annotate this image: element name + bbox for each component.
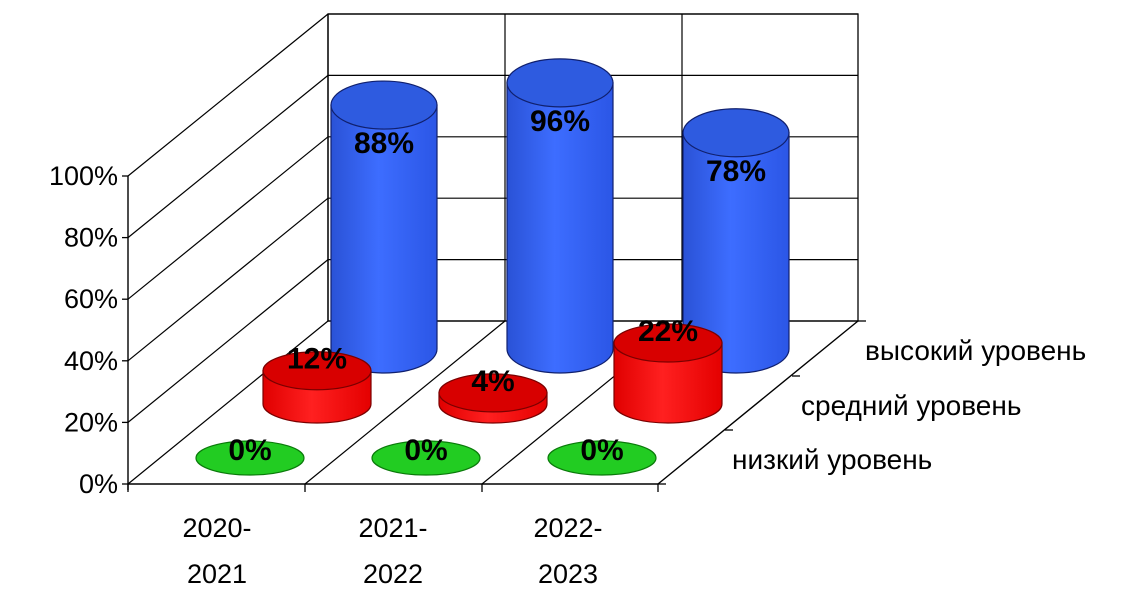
data-label: 88% xyxy=(354,127,414,160)
cylinder-bar xyxy=(330,80,438,374)
data-label: 0% xyxy=(228,434,271,467)
side-gridline xyxy=(127,320,329,485)
y-tick-label: 0% xyxy=(79,469,118,499)
data-label: 4% xyxy=(471,365,514,398)
x-tick-label: 2021-2022 xyxy=(358,513,427,589)
y-tick-label: 80% xyxy=(64,223,118,253)
data-label: 0% xyxy=(580,434,623,467)
y-tick-label: 100% xyxy=(49,161,118,191)
data-label: 78% xyxy=(706,155,766,188)
cylinder-top xyxy=(506,58,614,108)
chart-marks xyxy=(195,58,790,476)
cylinder-top xyxy=(371,440,481,476)
cylinder-bar xyxy=(371,440,481,476)
side-gridline xyxy=(127,136,329,300)
cylinder-bar xyxy=(613,323,723,424)
side-gridline xyxy=(127,259,329,423)
y-tick-label: 20% xyxy=(64,407,118,437)
cylinder-top xyxy=(438,373,548,413)
y-tick-label: 60% xyxy=(64,284,118,314)
cylinder-bar xyxy=(547,440,657,476)
data-label: 96% xyxy=(530,105,590,138)
side-gridline xyxy=(127,197,329,362)
cylinder-body xyxy=(506,82,614,374)
data-label: 22% xyxy=(638,315,698,348)
cylinder-bar xyxy=(195,440,305,476)
cylinder-top xyxy=(195,440,305,476)
data-label: 0% xyxy=(404,434,447,467)
cylinder-body xyxy=(613,342,723,424)
x-tick-label: 2022-2023 xyxy=(533,513,602,589)
y-tick-label: 40% xyxy=(64,346,118,376)
cylinder-top xyxy=(330,80,438,130)
side-gridline xyxy=(127,74,329,239)
cylinder-bar xyxy=(506,58,614,374)
cylinder-top xyxy=(262,351,372,391)
chart-text: 0% 20% 40% 60% 80% 100% 2020-2021 2021-2022 2022… xyxy=(49,105,1086,589)
cylinder-top xyxy=(682,108,790,158)
x-tick-label: 2020-2021 xyxy=(182,513,251,589)
floor-divider xyxy=(304,320,506,485)
cylinder-top xyxy=(613,323,723,363)
series-label: высокий уровень xyxy=(865,335,1086,366)
side-gridline xyxy=(127,13,329,177)
series-label: средний уровень xyxy=(801,390,1021,421)
series-label: низкий уровень xyxy=(732,444,932,475)
cylinder-bar xyxy=(682,108,790,374)
cylinder-top xyxy=(547,440,657,476)
cylinder-bar xyxy=(438,373,548,424)
depth-axis xyxy=(657,320,859,485)
data-label: 12% xyxy=(287,343,347,376)
cylinder-bar xyxy=(262,351,372,424)
